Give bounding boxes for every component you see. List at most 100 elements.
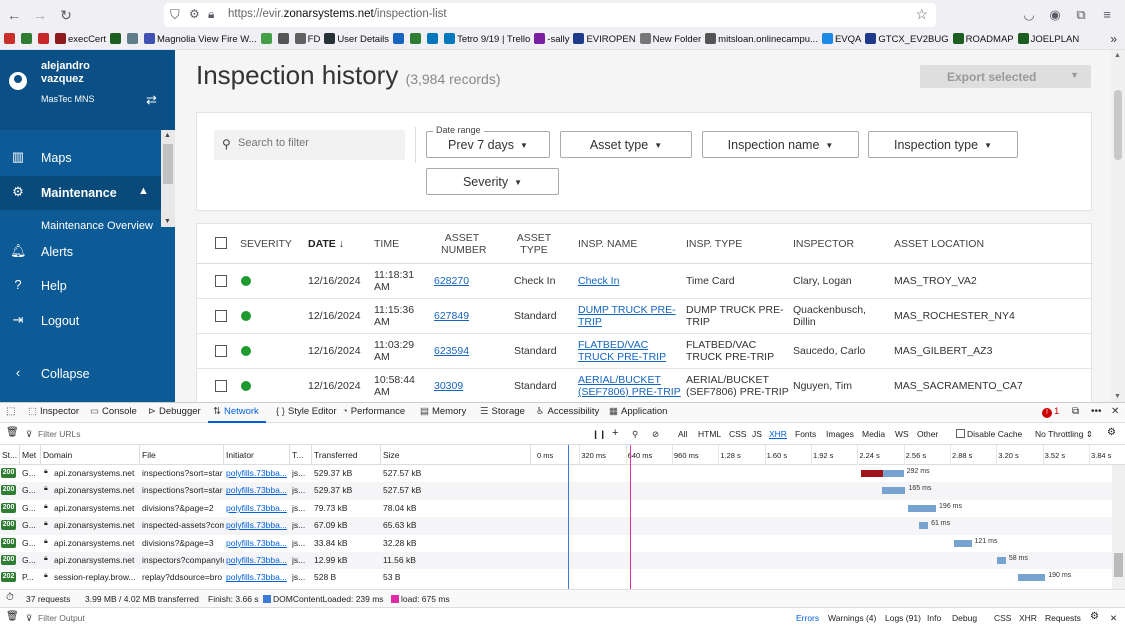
cell-initiator[interactable]: polyfills.73bba... xyxy=(226,468,287,478)
bookmark-item[interactable]: New Folder xyxy=(639,30,701,49)
cell-initiator[interactable]: polyfills.73bba... xyxy=(226,537,287,548)
devtools-tab-style-editor[interactable]: { } Style Editor xyxy=(276,406,337,417)
devtools-tab-application[interactable]: ▦ Application xyxy=(609,406,668,417)
cell-asset-number[interactable]: 623594 xyxy=(434,345,470,357)
cell-asset-number[interactable]: 628270 xyxy=(434,275,470,287)
cell-insp-name[interactable]: DUMP TRUCK PRE- TRIP xyxy=(578,304,676,328)
row-checkbox[interactable] xyxy=(215,310,227,322)
cell-insp-name[interactable]: AERIAL/BUCKET (SEF7806) PRE-TRIP xyxy=(578,374,681,398)
more-options-icon[interactable]: ••• xyxy=(1091,406,1102,417)
network-column-header[interactable]: Domain xyxy=(43,450,73,460)
severity-dropdown[interactable]: Severity ▼ xyxy=(426,168,559,195)
avatar[interactable] xyxy=(9,72,27,90)
devtools-tab-accessibility[interactable]: ♿︎ Accessibility xyxy=(536,406,600,417)
network-request-row[interactable]: 202 🔒︎ P... session-replay.brow... replay?dd… xyxy=(0,569,1112,586)
row-checkbox[interactable] xyxy=(215,275,227,287)
bookmark-item[interactable]: mitsloan.onlinecampu... xyxy=(705,30,818,49)
block-icon[interactable]: ⊘ xyxy=(652,429,660,439)
page-scrollbar[interactable]: ▲ ▼ xyxy=(1111,50,1125,402)
type-filter-js[interactable]: JS xyxy=(752,429,762,439)
switch-org-icon[interactable]: ⇄ xyxy=(146,92,157,107)
network-column-header[interactable]: File xyxy=(142,450,156,460)
add-icon[interactable]: + xyxy=(612,427,619,439)
devtools-tab-console[interactable]: ▭ Console xyxy=(90,406,137,417)
network-request-row[interactable]: 200 🔒︎ G... api.zonarsystems.net divisions?&… xyxy=(0,535,1112,552)
bookmark-item[interactable]: execCert xyxy=(55,30,106,49)
inspection-type-dropdown[interactable]: Inspection type ▼ xyxy=(868,131,1018,158)
bookmark-item[interactable]: JOELPLAN xyxy=(1017,30,1079,49)
extensions-icon[interactable]: ⧉ xyxy=(1076,7,1086,22)
scroll-up-icon[interactable]: ▲ xyxy=(1114,52,1121,59)
gear-icon[interactable]: ⚙ xyxy=(1090,611,1099,622)
bookmark-item[interactable] xyxy=(260,30,274,49)
type-filter-other[interactable]: Other xyxy=(917,429,939,439)
search-icon[interactable]: ⚲ xyxy=(632,429,639,439)
column-header-asset-number[interactable]: ASSET NUMBER xyxy=(441,232,487,256)
type-filter-css[interactable]: CSS xyxy=(729,429,747,439)
trash-icon[interactable]: 🗑︎ xyxy=(6,611,19,622)
scroll-up-icon[interactable]: ▲ xyxy=(164,132,171,139)
console-filter-warnings[interactable]: Warnings (4) xyxy=(828,613,877,623)
devtools-tab-performance[interactable]: ◔ Performance xyxy=(342,406,406,417)
type-filter-fonts[interactable]: Fonts xyxy=(795,429,817,439)
url-text[interactable]: https://evir.zonarsystems.net/inspection… xyxy=(228,8,447,20)
permissions-icon[interactable]: ⚙ xyxy=(189,7,200,21)
console-filter-info[interactable]: Info xyxy=(927,613,942,623)
devtools-tab-debugger[interactable]: ⊳ Debugger xyxy=(148,406,201,417)
devtools-tab-inspector[interactable]: ⬚ Inspector xyxy=(28,406,80,417)
bookmark-item[interactable] xyxy=(4,30,17,49)
forward-arrow-icon[interactable]: → xyxy=(33,7,47,23)
column-header-date[interactable]: DATE ↓ xyxy=(308,238,344,250)
network-request-row[interactable]: 200 🔒︎ G... api.zonarsystems.net inspected-a… xyxy=(0,517,1112,535)
cell-initiator[interactable]: polyfills.73bba... xyxy=(226,520,287,531)
menu-icon[interactable]: ≡ xyxy=(1103,7,1111,22)
network-scrollbar[interactable] xyxy=(1112,465,1125,589)
caret-down-icon[interactable]: ▼ xyxy=(1070,70,1079,80)
shield-icon[interactable]: ⛉ xyxy=(170,7,180,22)
column-header-insp-type[interactable]: INSP. TYPE xyxy=(686,238,743,250)
scroll-down-icon[interactable]: ▼ xyxy=(1114,393,1121,400)
sidebar-scroll-thumb[interactable] xyxy=(163,144,173,184)
devtools-tab-storage[interactable]: ☰ Storage xyxy=(480,406,525,417)
reload-icon[interactable]: ↻ xyxy=(60,7,72,23)
export-selected-button[interactable]: Export selected ▼ xyxy=(920,65,1091,88)
bookmark-item[interactable]: Magnolia View Fire W... xyxy=(144,30,257,49)
sidebar-item-maintenance-overview[interactable]: Maintenance Overview xyxy=(0,220,161,234)
column-header-time[interactable]: TIME xyxy=(374,238,400,250)
close-icon[interactable]: ✕ xyxy=(1110,613,1118,623)
type-filter-media[interactable]: Media xyxy=(862,429,886,439)
bookmark-item[interactable]: FD xyxy=(294,30,320,49)
bookmark-item[interactable]: EVIROPEN xyxy=(573,30,636,49)
bookmark-item[interactable] xyxy=(427,30,440,49)
cell-insp-name[interactable]: Check In xyxy=(578,275,620,287)
more-bookmarks-icon[interactable]: » xyxy=(1110,32,1117,46)
date-range-dropdown[interactable]: Date range Prev 7 days ▼ xyxy=(426,125,550,158)
console-filter-errors[interactable]: Errors xyxy=(796,613,820,623)
pocket-icon[interactable]: ◡ xyxy=(1023,7,1035,22)
type-filter-ws[interactable]: WS xyxy=(895,429,909,439)
network-request-row[interactable]: 200 🔒︎ G... api.zonarsystems.net divisions?&… xyxy=(0,500,1112,517)
bookmark-item[interactable] xyxy=(38,30,51,49)
console-filter-requests[interactable]: Requests xyxy=(1045,613,1081,623)
table-row[interactable]: 12/16/2024 11:15:36 AM 627849 Standard DUMP T… xyxy=(197,299,1093,334)
cell-initiator[interactable]: polyfills.73bba... xyxy=(226,502,287,513)
type-filter-html[interactable]: HTML xyxy=(698,429,722,439)
scroll-down-icon[interactable]: ▼ xyxy=(164,218,171,225)
network-request-row[interactable]: 200 🔒︎ G... api.zonarsystems.net inspectors?… xyxy=(0,552,1112,570)
network-column-header[interactable]: Size xyxy=(383,450,400,460)
bookmark-item[interactable]: GTCX_EV2BUG xyxy=(865,30,949,49)
column-header-inspector[interactable]: INSPECTOR xyxy=(793,238,855,250)
sidebar-scrollbar[interactable]: ▲ ▼ xyxy=(161,130,175,227)
network-column-header[interactable]: T... xyxy=(292,450,304,460)
bookmark-item[interactable]: Tetro 9/19 | Trello xyxy=(444,30,530,49)
table-row[interactable]: 12/16/2024 10:58:44 AM 30309 Standard AERIAL/… xyxy=(197,369,1093,402)
bookmark-item[interactable]: User Details xyxy=(324,30,389,49)
cell-asset-number[interactable]: 30309 xyxy=(434,380,464,392)
asset-type-dropdown[interactable]: Asset type ▼ xyxy=(560,131,692,158)
sidebar-collapse[interactable]: ‹ Collapse xyxy=(0,357,175,391)
cell-initiator[interactable]: polyfills.73bba... xyxy=(226,485,287,496)
row-checkbox[interactable] xyxy=(215,345,227,357)
close-icon[interactable]: ✕ xyxy=(1111,406,1120,417)
filter-output-input[interactable]: Filter Output xyxy=(38,613,85,623)
sidebar-item-maps[interactable]: ▥ Maps xyxy=(0,141,161,175)
